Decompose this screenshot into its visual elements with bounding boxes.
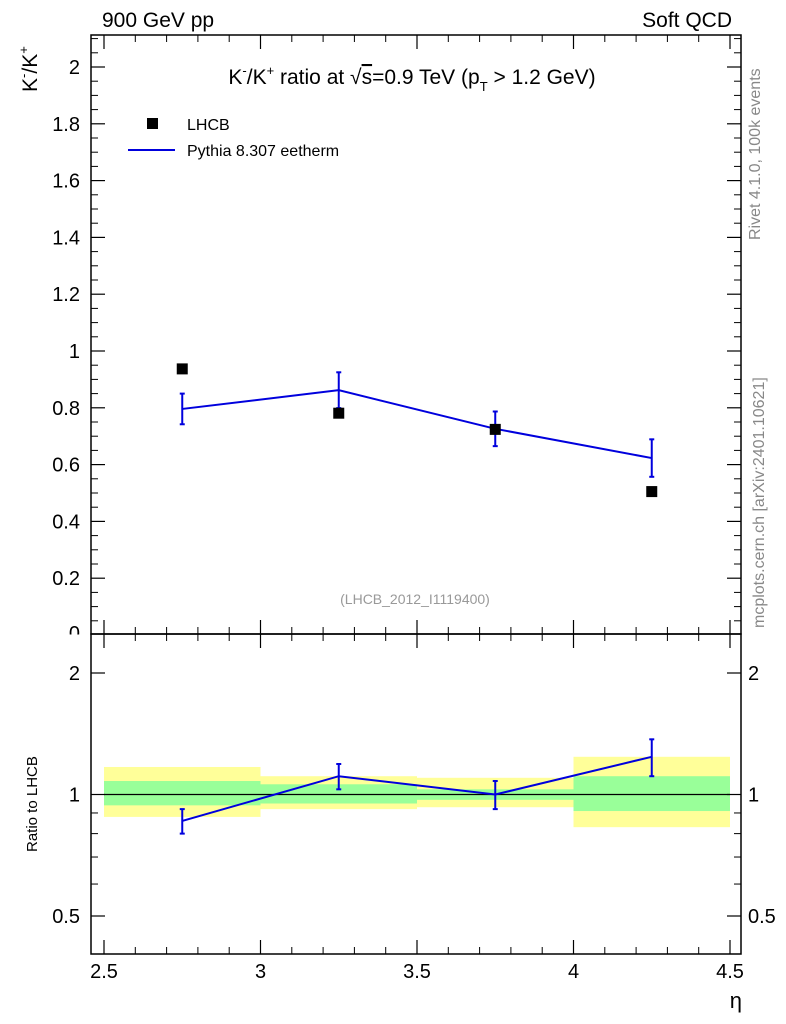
- ratio-tick-label-right: 1: [748, 785, 759, 807]
- main-axis-ticks: 0.2 0.4 0.6 0.8 1 1.2 1.4 1.6 1.8 2 0: [52, 35, 741, 647]
- ratio-y-axis-label: Ratio to LHCB: [24, 756, 41, 852]
- x-axis-label: η: [730, 988, 742, 1013]
- ratio-tick-label: 1: [69, 785, 80, 807]
- y-tick-label: 1: [69, 341, 80, 363]
- x-tick-label: 3: [255, 961, 266, 983]
- ratio-tick-label: 0.5: [52, 906, 80, 928]
- rivet-version-label: Rivet 4.1.0, 100k events: [747, 68, 764, 240]
- header-category-label: Soft QCD: [642, 9, 732, 32]
- legend-data-label: LHCB: [187, 117, 230, 134]
- ratio-tick-label: 2: [69, 663, 80, 685]
- ratio-tick-label-right: 0.5: [748, 906, 776, 928]
- y-zero-tick-label: 0: [69, 623, 80, 645]
- y-tick-label: 1.2: [52, 284, 80, 306]
- mc-series-line: [182, 389, 652, 460]
- plot-title: K-/K+ ratio at √s=0.9 TeV (pT > 1.2 GeV): [228, 63, 595, 94]
- y-tick-label: 1.6: [52, 171, 80, 193]
- mcplots-credit-label: mcplots.cern.ch [arXiv:2401.10621]: [751, 377, 768, 628]
- y-tick-label: 0.4: [52, 511, 80, 533]
- x-tick-label: 3.5: [403, 961, 431, 983]
- y-tick-label: 2: [69, 57, 80, 79]
- ratio-plot-marks: [104, 738, 730, 835]
- x-tick-label: 4.5: [716, 961, 744, 983]
- zero-label-clip: [60, 634, 88, 647]
- x-tick-label: 4: [568, 961, 579, 983]
- x-tick-label: 2.5: [90, 961, 118, 983]
- data-point: [489, 423, 501, 435]
- ratio-mc-line: [181, 755, 652, 822]
- main-plot-marks: [176, 363, 658, 498]
- ratio-axis-ticks: 2.5 3 3.5 4 4.5 0.5 0.5 1 1 2 2: [52, 634, 776, 983]
- y-tick-label: 0.2: [52, 568, 80, 590]
- y-axis-label: K-/K+: [16, 46, 42, 92]
- ratio-panel-frame: [90, 633, 742, 955]
- ratio-tick-label-right: 2: [748, 663, 759, 685]
- ratio-green-band: [104, 781, 261, 806]
- header-energy-label: 900 GeV pp: [102, 9, 214, 32]
- legend: LHCB Pythia 8.307 eetherm: [128, 117, 339, 160]
- legend-data-marker: [147, 118, 158, 129]
- analysis-id-label: (LHCB_2012_I1119400): [340, 591, 490, 607]
- data-point: [333, 407, 345, 419]
- data-point: [176, 363, 188, 375]
- ratio-green-band: [573, 776, 730, 812]
- y-tick-label: 0.6: [52, 455, 80, 477]
- legend-mc-label: Pythia 8.307 eetherm: [187, 143, 339, 160]
- y-tick-label: 1.4: [52, 227, 80, 249]
- data-point: [646, 486, 658, 498]
- y-tick-label: 1.8: [52, 114, 80, 136]
- y-tick-label: 0.8: [52, 398, 80, 420]
- ratio-green-band: [260, 784, 417, 804]
